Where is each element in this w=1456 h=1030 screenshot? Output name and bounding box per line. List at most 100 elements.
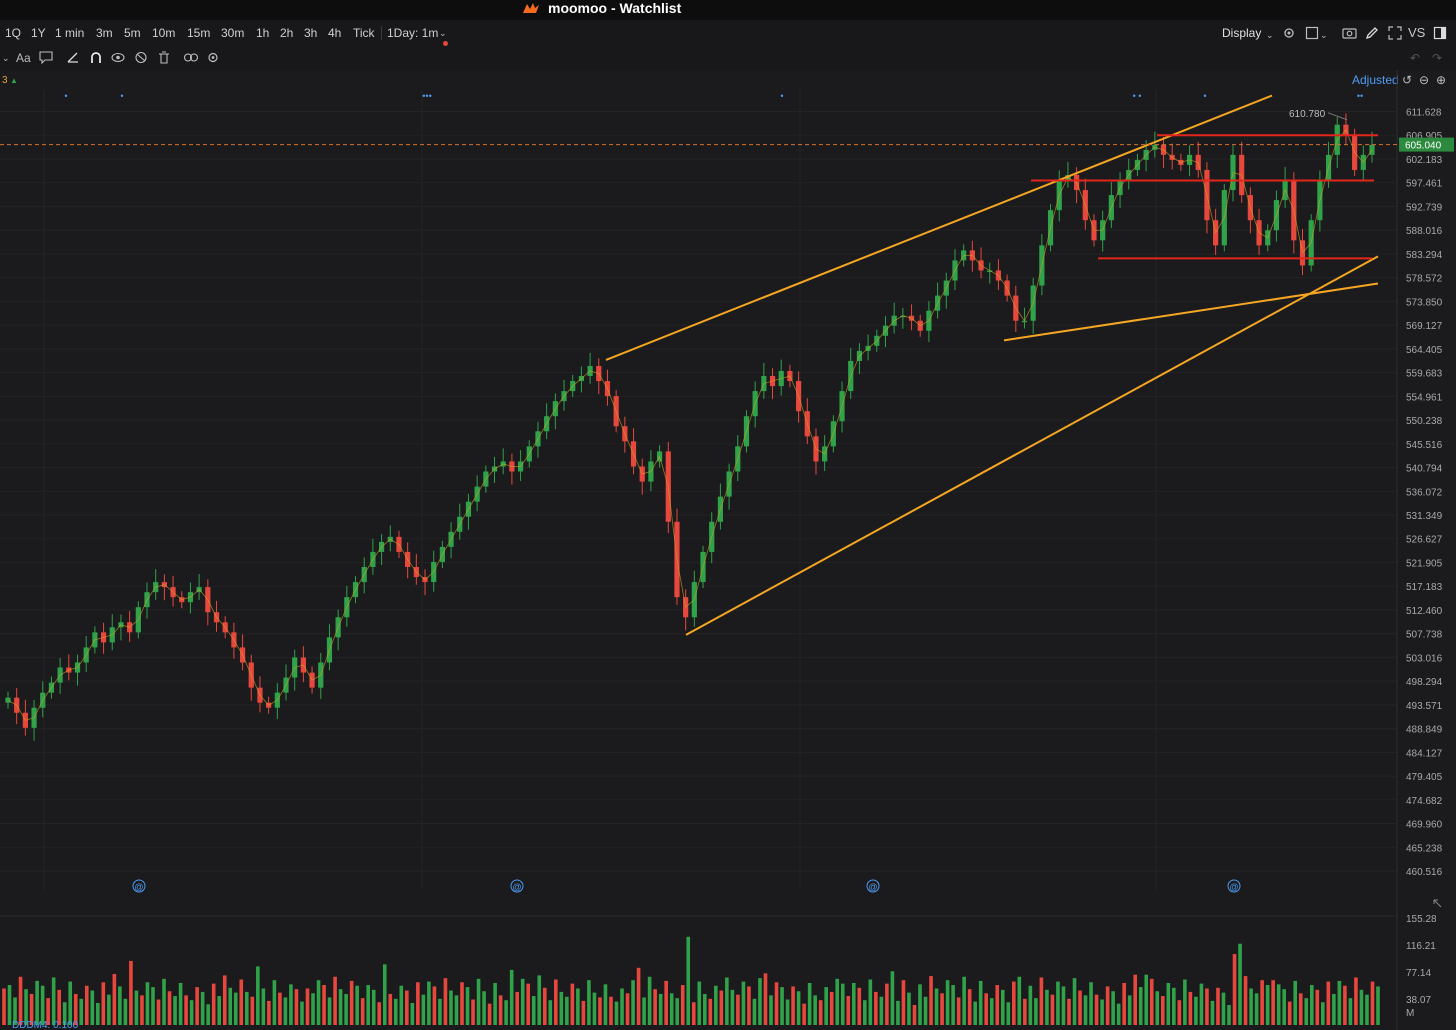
text-tool-icon[interactable]: Aa <box>16 51 31 65</box>
volume-bar <box>653 989 657 1025</box>
volume-bar <box>1056 981 1060 1025</box>
volume-bar <box>40 985 45 1025</box>
volume-bar <box>1315 989 1320 1025</box>
timeframe-15m[interactable]: 15m <box>187 26 211 40</box>
volume-bar <box>289 984 293 1025</box>
adjusted-toggle[interactable]: Adjusted <box>1352 73 1399 87</box>
candles <box>5 113 1375 741</box>
event-dot: ••• <box>422 91 431 101</box>
expand-pane-icon[interactable] <box>1433 899 1442 908</box>
volume-bar <box>1359 989 1364 1025</box>
news-markers[interactable]: @ @ @ @ <box>132 879 1241 893</box>
display-dropdown[interactable]: Display <box>1222 26 1262 40</box>
volume-bar <box>940 993 944 1025</box>
price-tick-label: 536.072 <box>1406 487 1443 498</box>
chevron-down-icon[interactable]: ⌄ <box>2 53 10 63</box>
volume-bar <box>162 978 166 1025</box>
chevron-down-icon[interactable]: ⌄ <box>1266 30 1274 40</box>
link-icon[interactable] <box>183 51 199 64</box>
timeframe-4h[interactable]: 4h <box>328 26 342 40</box>
camera-icon[interactable] <box>1342 26 1357 40</box>
timeframe-1day-1m[interactable]: 1Day: 1m <box>387 26 439 40</box>
timeframe-1min[interactable]: 1 min <box>55 26 85 40</box>
fullscreen-icon[interactable] <box>1388 26 1402 40</box>
pencil-icon[interactable] <box>1365 26 1379 40</box>
volume-bar <box>327 997 332 1025</box>
volume-bar <box>443 978 448 1025</box>
news-marker-icon <box>132 879 146 893</box>
volume-bar <box>1343 985 1347 1025</box>
timeframe-1q[interactable]: 1Q <box>5 26 22 40</box>
price-chart[interactable]: 3 ▲ • • ••• • • • • •• 610.780 611.628606.9056… <box>0 70 1456 1030</box>
event-dot: • • <box>1133 91 1142 101</box>
timeframe-10m[interactable]: 10m <box>152 26 176 40</box>
chart-grid <box>0 70 1398 1030</box>
zoom-out-icon[interactable]: ⊖ <box>1419 73 1430 87</box>
comment-icon[interactable] <box>39 51 53 64</box>
volume-bar <box>189 1000 194 1025</box>
timeframe-tick[interactable]: Tick <box>353 26 375 40</box>
settings-icon[interactable] <box>206 51 220 64</box>
volume-bar <box>868 979 873 1025</box>
hide-drawings-icon[interactable] <box>134 51 148 64</box>
volume-bar <box>1376 986 1380 1025</box>
volume-bar <box>261 988 266 1025</box>
magnet-icon[interactable] <box>89 51 103 64</box>
volume-bar <box>802 1003 806 1025</box>
volume-bar <box>719 990 724 1025</box>
trendline <box>605 94 1273 361</box>
volume-bar <box>592 992 597 1025</box>
volume-tick-label: 38.07 <box>1406 995 1431 1006</box>
volume-bar <box>79 998 84 1025</box>
timeframe-2h[interactable]: 2h <box>280 26 294 40</box>
volume-bar <box>393 998 398 1025</box>
volume-bar <box>813 995 817 1025</box>
price-axis: 611.628 606.905 602.183 597.461 592.739 588.0… <box>1406 108 1443 879</box>
layout-icon[interactable] <box>1305 26 1319 40</box>
volume-bar <box>658 993 663 1025</box>
timeframe-3h[interactable]: 3h <box>304 26 318 40</box>
eye-icon[interactable] <box>111 51 125 64</box>
volume-bar <box>879 996 884 1025</box>
volume-bar <box>874 991 878 1025</box>
volume-bar <box>1072 978 1077 1025</box>
zoom-in-icon[interactable]: ⊕ <box>1436 73 1447 87</box>
volume-bar <box>614 1001 619 1025</box>
volume-bar <box>1111 991 1115 1025</box>
price-tick-label: 469.960 <box>1406 820 1443 831</box>
timeframe-1y[interactable]: 1Y <box>31 26 46 40</box>
volume-bar <box>625 993 630 1025</box>
volume-bar <box>272 980 277 1025</box>
volume-bar <box>829 991 834 1025</box>
drawings: 610.780 <box>605 94 1379 636</box>
volume-bar <box>956 997 961 1025</box>
volume-bar <box>46 998 50 1025</box>
gear-icon[interactable] <box>1282 26 1296 40</box>
volume-bar <box>1227 1005 1231 1025</box>
timeframe-3m[interactable]: 3m <box>96 26 113 40</box>
volume-bar <box>857 987 862 1025</box>
chevron-down-icon[interactable]: ⌄ <box>1320 30 1328 40</box>
volume-bar <box>222 975 227 1025</box>
trash-icon[interactable] <box>157 51 171 64</box>
volume-bar <box>1205 988 1209 1025</box>
reset-icon[interactable]: ↺ <box>1402 73 1413 87</box>
trendline-tool-icon[interactable] <box>66 51 80 64</box>
volume-bar <box>962 976 966 1025</box>
undo-icon[interactable]: ↶ <box>1410 51 1421 65</box>
timeframe-1h[interactable]: 1h <box>256 26 270 40</box>
volume-bar <box>576 988 580 1025</box>
compare-vs-button[interactable]: VS <box>1408 25 1426 40</box>
volume-bar <box>233 992 238 1025</box>
timeframe-5m[interactable]: 5m <box>124 26 141 40</box>
volume-bar <box>1243 976 1248 1025</box>
sidebar-toggle-icon[interactable] <box>1433 26 1447 40</box>
event-dot: • <box>780 91 783 101</box>
volume-bar <box>493 982 497 1025</box>
volume-bar <box>1287 1001 1292 1025</box>
redo-icon[interactable]: ↷ <box>1432 51 1443 65</box>
chevron-down-icon[interactable]: ⌄ <box>439 28 447 38</box>
volume-bar <box>1144 974 1149 1025</box>
timeframe-30m[interactable]: 30m <box>221 26 245 40</box>
volume-bar <box>984 993 989 1025</box>
